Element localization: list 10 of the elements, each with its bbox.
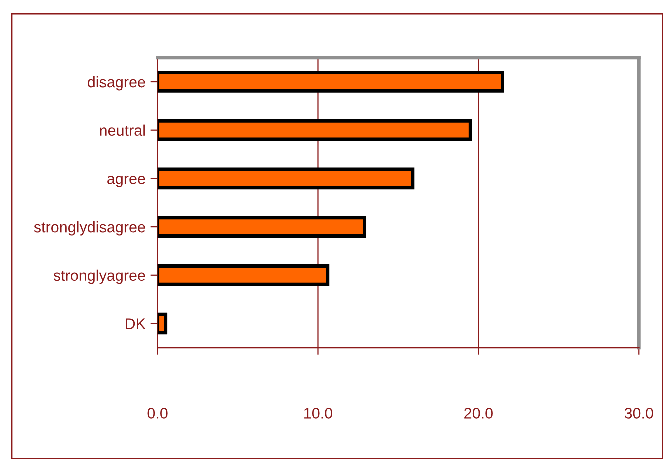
- y-tick-label: stronglyagree: [54, 270, 146, 284]
- x-tick-label: 0.0: [148, 408, 168, 419]
- x-tick-label: 20.0: [464, 408, 493, 419]
- x-tick-label: 10.0: [304, 408, 333, 419]
- y-tick-label: disagree: [88, 76, 146, 91]
- y-tick-label: DK: [126, 318, 146, 330]
- x-tick-label: 30.0: [624, 408, 654, 419]
- y-tick-label: stronglydisagree: [34, 222, 146, 236]
- y-tick-label: neutral: [100, 124, 145, 136]
- y-tick-label: agree: [108, 176, 146, 188]
